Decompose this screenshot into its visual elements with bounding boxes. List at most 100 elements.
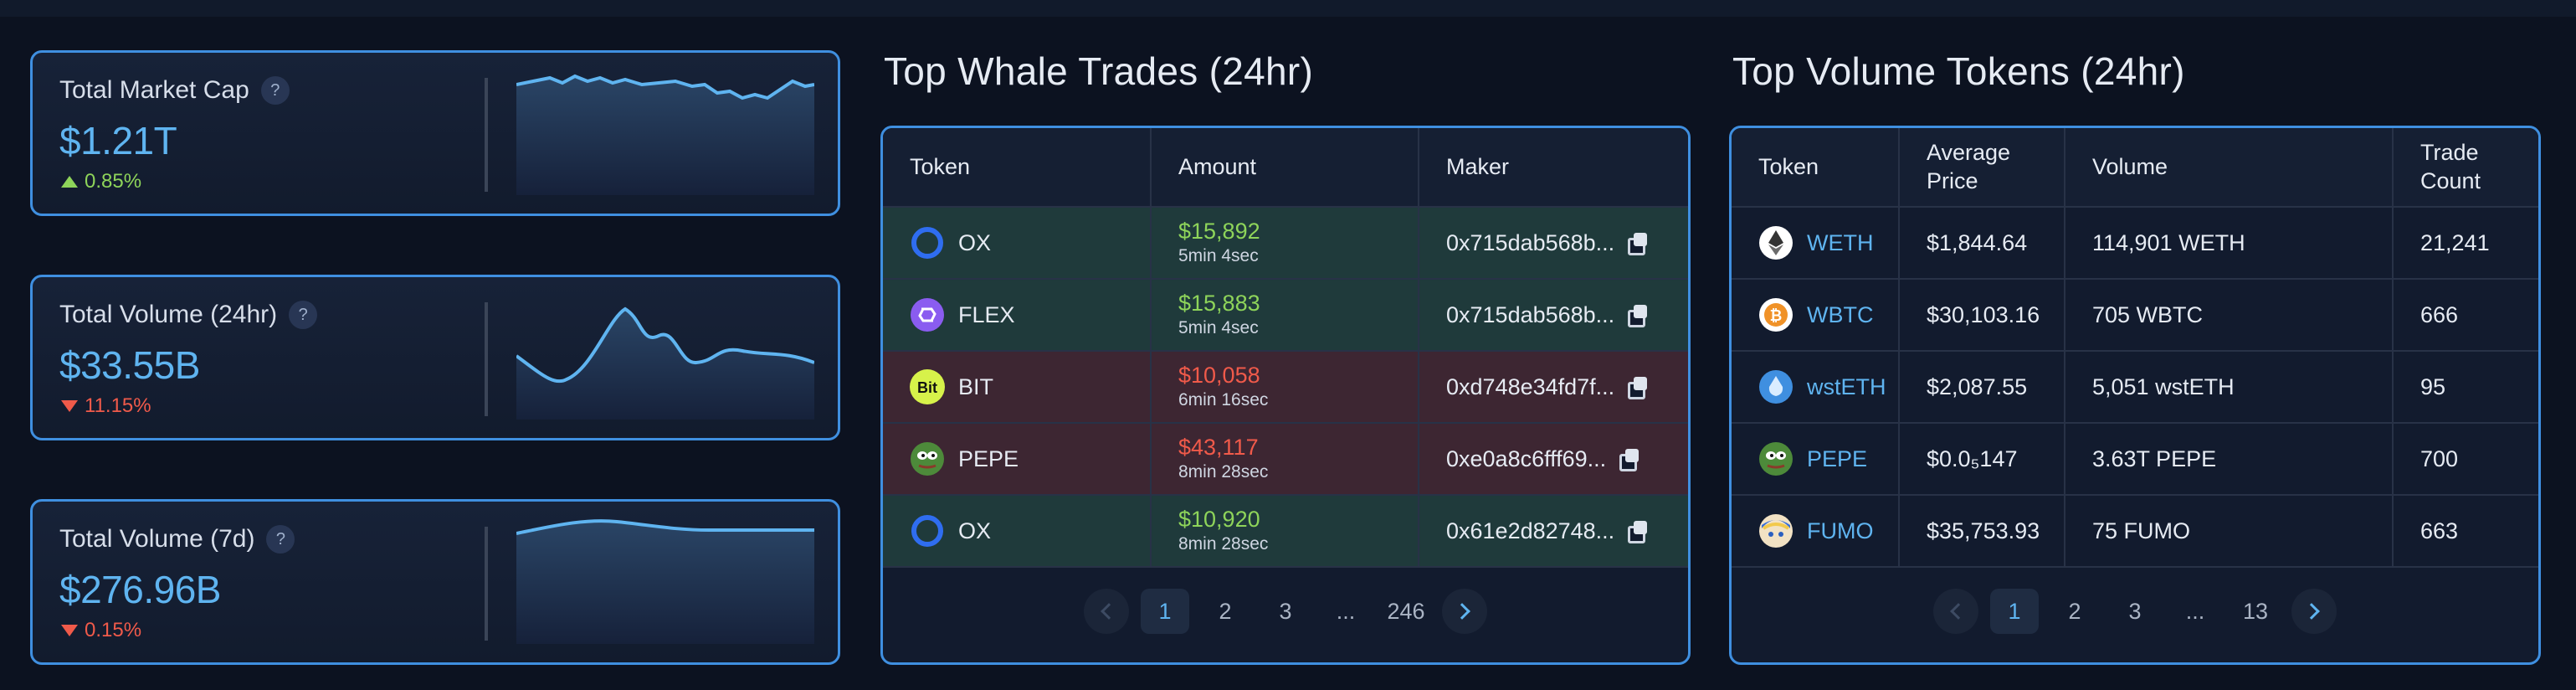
token-link[interactable]: WETH: [1807, 229, 1874, 255]
help-icon[interactable]: ?: [260, 76, 290, 105]
maker-address[interactable]: 0xd748e34fd7f...: [1446, 373, 1615, 399]
table-row[interactable]: Bit BIT $10,058 6min 16sec 0xd748e34fd7f.…: [883, 351, 1688, 424]
copy-icon[interactable]: [1628, 377, 1648, 399]
page-button[interactable]: 246: [1387, 598, 1425, 624]
token-cell[interactable]: WETH: [1758, 225, 1897, 260]
table-row[interactable]: FLEX $15,883 5min 4sec 0x715dab568b...: [883, 279, 1688, 352]
page-button[interactable]: 2: [1219, 598, 1232, 624]
pepe-icon: [910, 441, 945, 476]
maker-cell: 0xe0a8c6fff69...: [1446, 446, 1688, 472]
average-price: $1,844.64: [1899, 207, 2065, 280]
table-row[interactable]: PEPE $0.0₅147 3.63T PEPE 700: [1732, 423, 2538, 496]
token-cell[interactable]: FLEX: [910, 297, 1149, 332]
token-link[interactable]: PEPE: [1807, 445, 1868, 471]
table-header-row: Token Average Price Volume Trade Count: [1732, 128, 2538, 208]
svg-text:₿: ₿: [1770, 307, 1783, 324]
prev-page-button[interactable]: [1933, 589, 1978, 634]
token-cell[interactable]: wstETH: [1758, 369, 1897, 404]
page-button[interactable]: 13: [2242, 598, 2269, 624]
copy-icon[interactable]: [1628, 305, 1648, 327]
trade-amount: $43,117: [1178, 435, 1259, 461]
token-cell[interactable]: PEPE: [910, 441, 1149, 476]
help-icon[interactable]: ?: [289, 301, 318, 329]
whale-trades-table: Token Amount Maker OX $15,892 5min 4sec 0…: [883, 128, 1688, 568]
col-average-price[interactable]: Average Price: [1899, 128, 2065, 208]
prev-page-button[interactable]: [1084, 589, 1129, 634]
flex-icon: [910, 297, 945, 332]
col-volume[interactable]: Volume: [2065, 128, 2394, 208]
stat-title: Total Volume (24hr): [59, 301, 278, 328]
token-cell[interactable]: OX: [910, 225, 1149, 260]
volume-pagination: 1 2 3 ... 13: [1732, 589, 2538, 634]
token-link[interactable]: WBTC: [1807, 301, 1874, 327]
table-row[interactable]: OX $10,920 8min 28sec 0x61e2d82748...: [883, 495, 1688, 568]
divider: [485, 78, 488, 192]
page-button[interactable]: 3: [1279, 598, 1292, 624]
volume-tokens-table: Token Average Price Volume Trade Count W…: [1732, 128, 2538, 568]
maker-cell: 0xd748e34fd7f...: [1446, 374, 1688, 400]
copy-icon[interactable]: [1628, 233, 1648, 255]
col-trade-count[interactable]: Trade Count: [2393, 128, 2538, 208]
eth-icon: [1758, 225, 1793, 260]
table-row[interactable]: wstETH $2,087.55 5,051 wstETH 95: [1732, 351, 2538, 424]
table-row[interactable]: FUMO $35,753.93 75 FUMO 663: [1732, 495, 2538, 568]
page-button[interactable]: 3: [2128, 598, 2142, 624]
copy-icon[interactable]: [1628, 521, 1648, 543]
trade-time: 5min 4sec: [1178, 317, 1259, 337]
token-link[interactable]: FUMO: [1807, 518, 1874, 543]
trade-count: 663: [2393, 495, 2538, 568]
next-page-button[interactable]: [2291, 589, 2337, 634]
stat-card-volume-7d[interactable]: Total Volume (7d) ? $276.96B 0.15%: [30, 499, 840, 665]
col-token[interactable]: Token: [1732, 128, 1900, 208]
maker-address[interactable]: 0xe0a8c6fff69...: [1446, 445, 1607, 471]
page-button[interactable]: 1: [1990, 589, 2039, 634]
help-icon[interactable]: ?: [266, 525, 295, 554]
volume-value: 5,051 wstETH: [2065, 351, 2394, 424]
maker-cell: 0x61e2d82748...: [1446, 518, 1688, 544]
next-page-button[interactable]: [1442, 589, 1487, 634]
page-button[interactable]: 1: [1141, 589, 1189, 634]
table-row[interactable]: OX $15,892 5min 4sec 0x715dab568b...: [883, 207, 1688, 280]
volume-value: 114,901 WETH: [2065, 207, 2394, 280]
stat-change-value: 11.15%: [85, 394, 151, 417]
chevron-left-icon: [1950, 603, 1967, 620]
page-button[interactable]: 2: [2068, 598, 2081, 624]
volume-value: 705 WBTC: [2065, 279, 2394, 352]
stat-title-wrap: Total Market Cap ?: [59, 76, 290, 105]
stat-change: 11.15%: [61, 394, 151, 418]
maker-cell: 0x715dab568b...: [1446, 302, 1688, 328]
stat-title: Total Market Cap: [59, 76, 249, 104]
trade-count: 666: [2393, 279, 2538, 352]
sparkline-market-cap: [516, 74, 814, 195]
copy-icon[interactable]: [1619, 449, 1640, 471]
maker-address[interactable]: 0x715dab568b...: [1446, 301, 1615, 327]
sparkline-volume-24h: [516, 306, 814, 420]
token-cell[interactable]: FUMO: [1758, 513, 1897, 548]
col-maker[interactable]: Maker: [1419, 128, 1688, 208]
token-cell[interactable]: ₿ WBTC: [1758, 297, 1897, 332]
maker-address[interactable]: 0x61e2d82748...: [1446, 518, 1615, 543]
token-link[interactable]: wstETH: [1807, 373, 1886, 399]
fumo-icon: [1758, 513, 1793, 548]
col-token[interactable]: Token: [883, 128, 1152, 208]
token-name: FLEX: [958, 301, 1015, 327]
average-price: $0.0₅147: [1899, 423, 2065, 496]
col-amount[interactable]: Amount: [1151, 128, 1419, 208]
token-cell[interactable]: OX: [910, 513, 1149, 548]
maker-address[interactable]: 0x715dab568b...: [1446, 229, 1615, 255]
stat-change: 0.15%: [61, 619, 141, 642]
stat-card-volume-24h[interactable]: Total Volume (24hr) ? $33.55B 11.15%: [30, 275, 840, 440]
whale-pagination: 1 2 3 ... 246: [883, 589, 1688, 634]
trade-time: 8min 28sec: [1178, 461, 1269, 481]
table-row[interactable]: ₿ WBTC $30,103.16 705 WBTC 666: [1732, 279, 2538, 352]
token-cell[interactable]: PEPE: [1758, 441, 1897, 476]
token-cell[interactable]: Bit BIT: [910, 369, 1149, 404]
stat-card-market-cap[interactable]: Total Market Cap ? $1.21T 0.85%: [30, 50, 840, 216]
trade-count: 21,241: [2393, 207, 2538, 280]
token-name: PEPE: [958, 445, 1019, 471]
average-price: $2,087.55: [1899, 351, 2065, 424]
stat-change: 0.85%: [61, 170, 141, 193]
table-row[interactable]: WETH $1,844.64 114,901 WETH 21,241: [1732, 207, 2538, 280]
table-row[interactable]: PEPE $43,117 8min 28sec 0xe0a8c6fff69...: [883, 423, 1688, 496]
volume-tokens-panel: Token Average Price Volume Trade Count W…: [1729, 126, 2541, 665]
